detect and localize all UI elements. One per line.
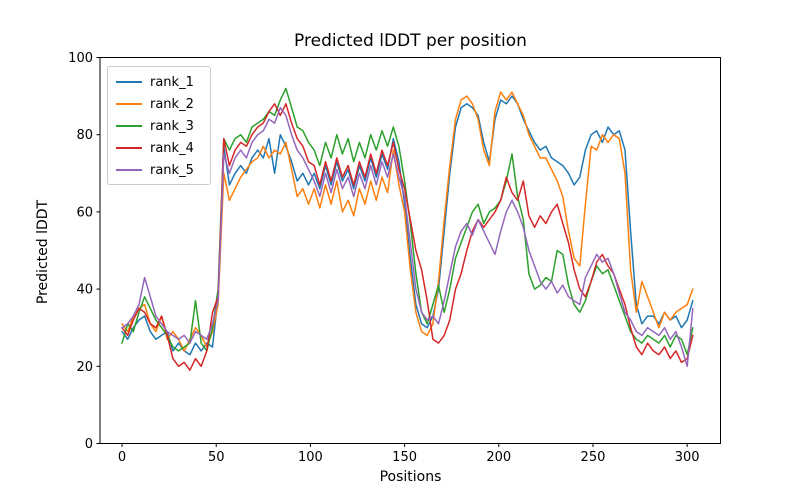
legend-line-swatch — [116, 169, 142, 171]
legend-label: rank_2 — [150, 96, 194, 112]
x-tick-label: 150 — [392, 450, 417, 465]
x-tick-label: 0 — [118, 450, 126, 465]
x-tick-label: 200 — [486, 450, 511, 465]
y-tick-label: 100 — [68, 51, 93, 66]
x-tick-label: 50 — [208, 450, 225, 465]
chart-title: Predicted lDDT per position — [294, 31, 527, 51]
legend-label: rank_3 — [150, 118, 194, 134]
y-tick-label: 40 — [76, 283, 93, 298]
series-line-rank_4 — [121, 103, 694, 371]
y-tick-label: 60 — [76, 205, 93, 220]
legend-line-swatch — [116, 81, 142, 83]
axes-frame — [99, 57, 721, 444]
x-tick-label: 100 — [298, 450, 323, 465]
x-tick-label: 300 — [675, 450, 700, 465]
legend-line-swatch — [116, 103, 142, 105]
legend: rank_1 rank_2 rank_3 rank_4 rank_5 — [107, 66, 211, 185]
legend-item-rank_5: rank_5 — [116, 159, 202, 181]
legend-item-rank_4: rank_4 — [116, 137, 202, 159]
x-tick-label: 250 — [581, 450, 606, 465]
x-axis-label: Positions — [379, 469, 442, 485]
legend-item-rank_1: rank_1 — [116, 71, 202, 93]
legend-line-swatch — [116, 125, 142, 127]
legend-label: rank_1 — [150, 74, 194, 90]
legend-line-swatch — [116, 147, 142, 149]
legend-item-rank_3: rank_3 — [116, 115, 202, 137]
y-tick-label: 80 — [76, 128, 93, 143]
legend-label: rank_5 — [150, 162, 194, 178]
y-tick-label: 20 — [76, 360, 93, 375]
series-line-rank_2 — [121, 91, 694, 352]
y-tick-label: 0 — [85, 437, 93, 452]
legend-item-rank_2: rank_2 — [116, 93, 202, 115]
legend-label: rank_4 — [150, 140, 194, 156]
series-line-rank_5 — [121, 106, 694, 368]
